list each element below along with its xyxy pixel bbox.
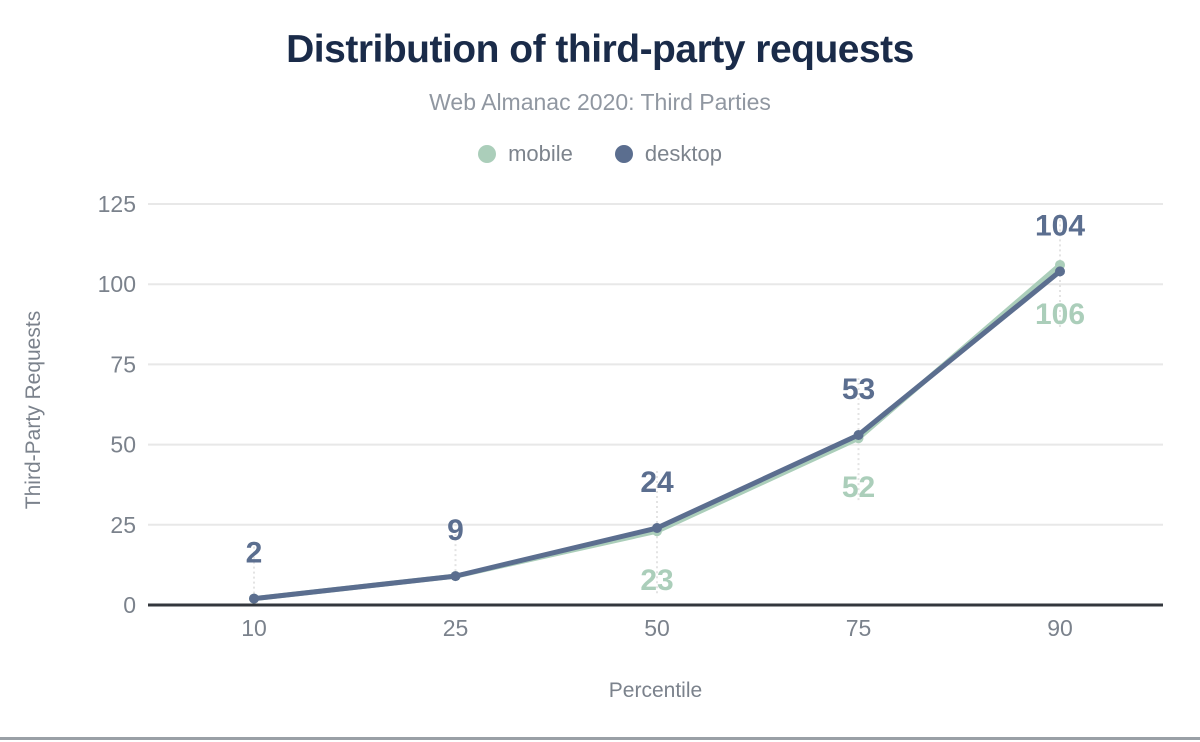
series-line-mobile — [251, 262, 1063, 602]
value-label-mobile: 106 — [1035, 298, 1085, 331]
data-point-desktop — [1055, 266, 1065, 277]
x-tick-label: 10 — [241, 615, 267, 641]
data-point-desktop — [450, 571, 461, 582]
y-tick-label: 100 — [98, 271, 136, 297]
series-line-desktop — [251, 268, 1063, 602]
value-label-desktop: 53 — [842, 373, 875, 406]
legend-item-desktop: desktop — [614, 141, 722, 167]
value-label-desktop: 104 — [1035, 209, 1085, 242]
value-label-mobile: 52 — [842, 471, 875, 504]
y-tick-label: 75 — [110, 351, 136, 377]
x-tick-label: 90 — [1047, 615, 1073, 641]
data-point-desktop — [249, 593, 259, 604]
legend: mobile desktop — [0, 141, 1200, 167]
x-tick-label: 75 — [846, 615, 872, 641]
legend-item-mobile: mobile — [478, 141, 573, 167]
x-tick-label: 50 — [644, 615, 670, 641]
x-tick-label: 25 — [443, 615, 469, 641]
value-label-desktop: 24 — [640, 466, 674, 499]
x-axis-title: Percentile — [609, 679, 702, 702]
chart-subtitle: Web Almanac 2020: Third Parties — [429, 89, 771, 115]
y-tick-label: 50 — [110, 432, 136, 458]
data-point-desktop — [853, 429, 864, 440]
mobile-series-dot-icon — [478, 145, 497, 163]
y-tick-label: 25 — [110, 512, 136, 538]
data-point-desktop — [652, 523, 662, 534]
y-tick-label: 0 — [123, 592, 136, 618]
value-label-desktop: 9 — [447, 514, 464, 547]
value-label-desktop: 2 — [246, 537, 263, 570]
desktop-series-dot-icon — [614, 145, 633, 163]
bottom-divider — [0, 737, 1200, 740]
legend-label-desktop: desktop — [644, 141, 722, 166]
value-label-mobile: 23 — [640, 564, 673, 597]
chart-title: Distribution of third-party requests — [286, 28, 914, 71]
line-chart-plot: 0 25 50 75 100 125 10 25 50 75 90 Percentile Third-P… — [22, 191, 1163, 702]
y-tick-label: 125 — [98, 191, 136, 217]
legend-label-mobile: mobile — [508, 141, 573, 166]
y-axis-title: Third-Party Requests — [22, 311, 45, 509]
